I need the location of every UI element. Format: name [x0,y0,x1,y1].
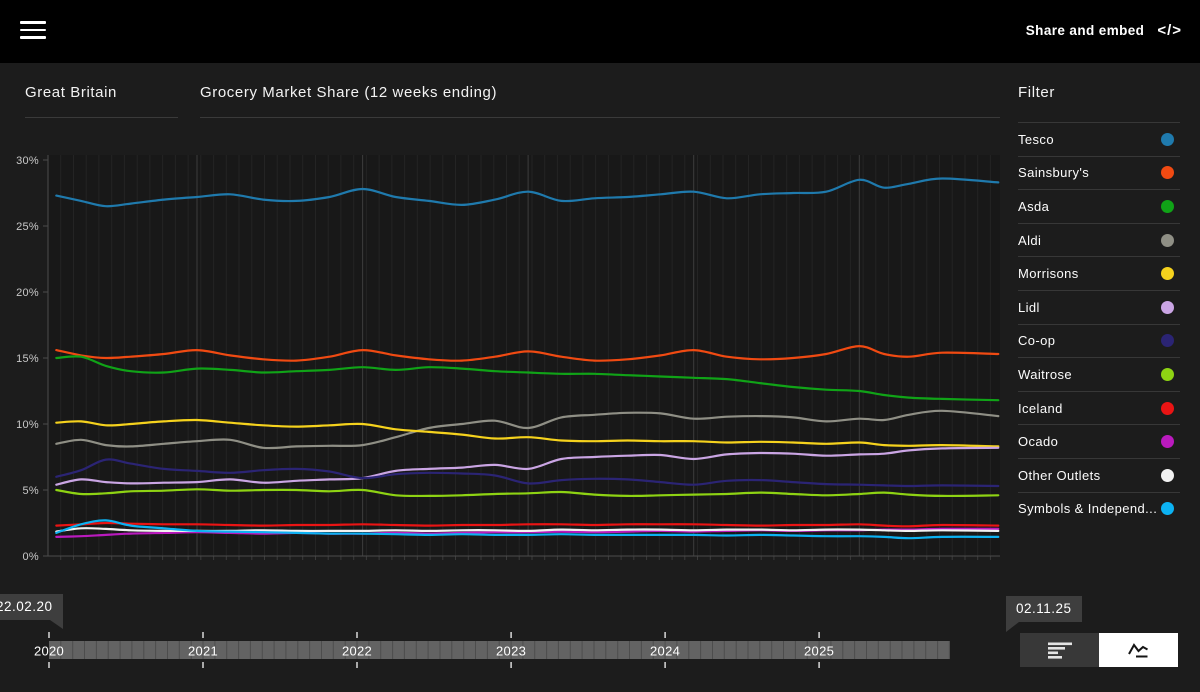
series-line-waitrose[interactable] [55,488,1000,498]
legend-dot-co-op [1161,334,1174,348]
filter-list: Tesco Sainsbury's Asda Aldi Morrisons Lidl Co-… [1018,122,1180,525]
legend-dot-iceland [1161,401,1174,415]
y-axis-label: 0% [23,551,40,563]
line-chart-view-button[interactable] [1099,633,1178,667]
plot-background [48,155,1000,556]
list-view-button[interactable] [1020,633,1099,667]
timeline-year-label: 2024 [650,644,680,659]
range-start-handle[interactable]: 22.02.20 [0,594,63,629]
y-axis-label: 25% [16,221,39,233]
share-and-embed-button[interactable]: Share and embed </> [1026,22,1182,39]
filter-item-label: Asda [1018,198,1050,214]
timeline-range-slider[interactable]: 2020 2021 2022 2023 2024 2025 [0,628,1010,674]
hamburger-icon [20,21,46,24]
filter-item-label: Lidl [1018,299,1040,315]
series-line-co-op[interactable] [55,458,1000,488]
y-axis-label: 20% [16,287,39,299]
filter-item-morrisons[interactable]: Morrisons [1018,256,1180,290]
y-axis-label: 15% [16,353,39,365]
filter-item-label: Sainsbury's [1018,165,1090,181]
filter-item-label: Morrisons [1018,266,1079,282]
legend-dot-symbols-independ [1161,502,1174,516]
timeline-year-label: 2021 [188,644,218,659]
market-share-line-chart[interactable]: 0% 5% 10% 15% 20% 25% 30% [0,130,1010,570]
series-line-symbols-independ[interactable] [55,519,1000,540]
filter-panel: Filter Tesco Sainsbury's Asda Aldi Morrisons… [1018,84,1180,525]
filter-item-label: Symbols & Independ... [1018,501,1158,517]
view-toggle [1020,633,1178,667]
legend-dot-aldi [1161,233,1174,247]
range-start-date: 22.02.20 [0,599,53,614]
bar-list-icon [1047,642,1072,659]
series-line-sainsbury-s[interactable] [55,345,1000,362]
filter-title: Filter [1018,84,1055,101]
range-end-handle[interactable]: 02.11.25 [1006,596,1082,632]
filter-item-label: Other Outlets [1018,467,1101,483]
filter-item-co-op[interactable]: Co-op [1018,323,1180,358]
filter-item-aldi[interactable]: Aldi [1018,222,1180,257]
code-embed-icon: </> [1157,22,1182,39]
series-line-lidl[interactable] [55,446,1000,486]
filter-item-label: Waitrose [1018,366,1073,382]
filter-item-other-outlets[interactable]: Other Outlets [1018,457,1180,492]
filter-item-label: Co-op [1018,333,1056,349]
filter-item-label: Iceland [1018,400,1063,416]
filter-item-label: Aldi [1018,232,1042,248]
filter-item-label: Ocado [1018,434,1059,450]
legend-dot-asda [1161,199,1174,213]
legend-dot-ocado [1161,435,1174,449]
topbar: Share and embed </> [0,0,1200,63]
filter-item-ocado[interactable]: Ocado [1018,424,1180,458]
series-line-asda[interactable] [55,355,1000,402]
y-axis-label: 10% [16,419,39,431]
timeline-year-label: 2025 [804,644,834,659]
menu-button[interactable] [20,21,47,42]
share-and-embed-label: Share and embed [1025,23,1145,38]
filter-item-asda[interactable]: Asda [1018,189,1180,223]
line-chart-icon [1127,643,1148,658]
series-line-aldi[interactable] [55,409,1000,450]
legend-dot-waitrose [1161,367,1174,381]
tooltip-tail [1006,622,1019,632]
chart-title-underline [200,117,1000,118]
legend-dot-other-outlets [1161,468,1174,482]
region-title-underline [25,117,178,118]
legend-dot-morrisons [1161,267,1174,281]
filter-item-tesco[interactable]: Tesco [1018,122,1180,156]
region-title: Great Britain [25,84,117,101]
range-end-date: 02.11.25 [1016,601,1072,616]
filter-item-symbols-independ[interactable]: Symbols & Independ... [1018,491,1180,526]
tooltip-tail [49,620,63,629]
timeline-year-label: 2022 [342,644,372,659]
legend-dot-lidl [1161,300,1174,314]
filter-item-label: Tesco [1018,131,1054,147]
filter-item-waitrose[interactable]: Waitrose [1018,357,1180,391]
series-line-morrisons[interactable] [55,418,1000,448]
filter-item-lidl[interactable]: Lidl [1018,289,1180,324]
timeline-year-label: 2023 [496,644,526,659]
y-axis-label: 5% [23,485,40,497]
filter-item-iceland[interactable]: Iceland [1018,390,1180,425]
filter-item-sainsbury-s[interactable]: Sainsbury's [1018,155,1180,190]
page-title: Grocery Market Share (12 weeks ending) [200,84,498,101]
series-line-iceland[interactable] [55,521,1000,528]
y-axis-label: 30% [16,155,39,167]
legend-dot-sainsbury-s [1161,166,1174,180]
series-line-tesco[interactable] [55,177,1000,208]
timeline-year-label: 2020 [34,644,64,659]
legend-dot-tesco [1161,132,1174,146]
